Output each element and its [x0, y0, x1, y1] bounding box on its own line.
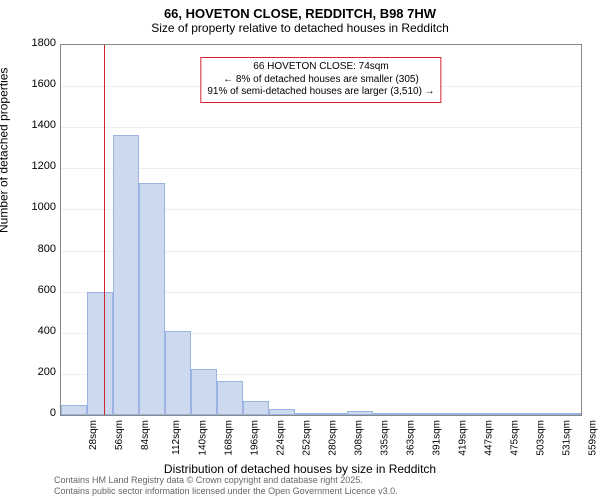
histogram-bar — [61, 405, 87, 415]
x-tick-label: 196sqm — [250, 420, 261, 456]
x-tick-label: 503sqm — [535, 420, 546, 456]
y-tick-label: 1200 — [22, 160, 56, 172]
x-tick-label: 559sqm — [588, 420, 599, 456]
chart-plot-area: 66 HOVETON CLOSE: 74sqm← 8% of detached … — [60, 44, 582, 416]
y-tick-label: 1800 — [22, 37, 56, 49]
histogram-bar — [87, 292, 113, 415]
chart-title: 66, HOVETON CLOSE, REDDITCH, B98 7HW — [0, 0, 600, 21]
credit-text: Contains HM Land Registry data © Crown c… — [54, 475, 398, 498]
x-tick-label: 56sqm — [114, 420, 125, 450]
x-tick-label: 280sqm — [328, 420, 339, 456]
histogram-bar — [217, 381, 243, 415]
x-tick-label: 475sqm — [509, 420, 520, 456]
y-tick-label: 200 — [22, 366, 56, 378]
histogram-bar — [503, 413, 529, 415]
y-tick-label: 1600 — [22, 78, 56, 90]
x-tick-label: 363sqm — [405, 420, 416, 456]
histogram-bar — [165, 331, 191, 415]
credit-line-2: Contains public sector information licen… — [54, 486, 398, 498]
gridline — [61, 127, 581, 128]
histogram-bar — [373, 413, 399, 415]
x-tick-label: 419sqm — [457, 420, 468, 456]
chart-subtitle: Size of property relative to detached ho… — [0, 21, 600, 37]
x-tick-label: 391sqm — [431, 420, 442, 456]
y-tick-label: 1000 — [22, 201, 56, 213]
y-tick-label: 800 — [22, 243, 56, 255]
y-tick-label: 0 — [22, 407, 56, 419]
histogram-bar — [243, 401, 269, 415]
histogram-bar — [555, 413, 581, 415]
histogram-bar — [399, 413, 425, 415]
x-tick-label: 252sqm — [302, 420, 313, 456]
x-tick-label: 168sqm — [224, 420, 235, 456]
histogram-bar — [477, 413, 503, 415]
y-tick-label: 1400 — [22, 119, 56, 131]
histogram-bar — [191, 369, 217, 415]
histogram-bar — [451, 413, 477, 415]
histogram-bar — [295, 413, 321, 415]
x-tick-label: 447sqm — [483, 420, 494, 456]
x-tick-label: 308sqm — [354, 420, 365, 456]
y-tick-label: 600 — [22, 284, 56, 296]
histogram-bar — [113, 135, 139, 415]
histogram-bar — [269, 409, 295, 415]
reference-line — [104, 45, 105, 415]
y-tick-label: 400 — [22, 325, 56, 337]
histogram-bar — [529, 413, 555, 415]
histogram-bar — [139, 183, 165, 415]
x-tick-label: 224sqm — [276, 420, 287, 456]
x-tick-label: 531sqm — [561, 420, 572, 456]
annotation-box: 66 HOVETON CLOSE: 74sqm← 8% of detached … — [200, 57, 441, 103]
annotation-line-3: 91% of semi-detached houses are larger (… — [207, 86, 434, 99]
credit-line-1: Contains HM Land Registry data © Crown c… — [54, 475, 398, 487]
annotation-line-1: 66 HOVETON CLOSE: 74sqm — [207, 61, 434, 74]
histogram-bar — [425, 413, 451, 415]
y-axis-label: Number of detached properties — [0, 217, 10, 233]
x-tick-label: 28sqm — [88, 420, 99, 450]
histogram-bar — [321, 413, 346, 415]
x-tick-label: 112sqm — [171, 420, 182, 455]
x-tick-label: 335sqm — [379, 420, 390, 456]
x-tick-label: 140sqm — [198, 420, 209, 456]
x-tick-label: 84sqm — [140, 420, 151, 450]
annotation-line-2: ← 8% of detached houses are smaller (305… — [207, 74, 434, 87]
histogram-bar — [347, 411, 373, 415]
